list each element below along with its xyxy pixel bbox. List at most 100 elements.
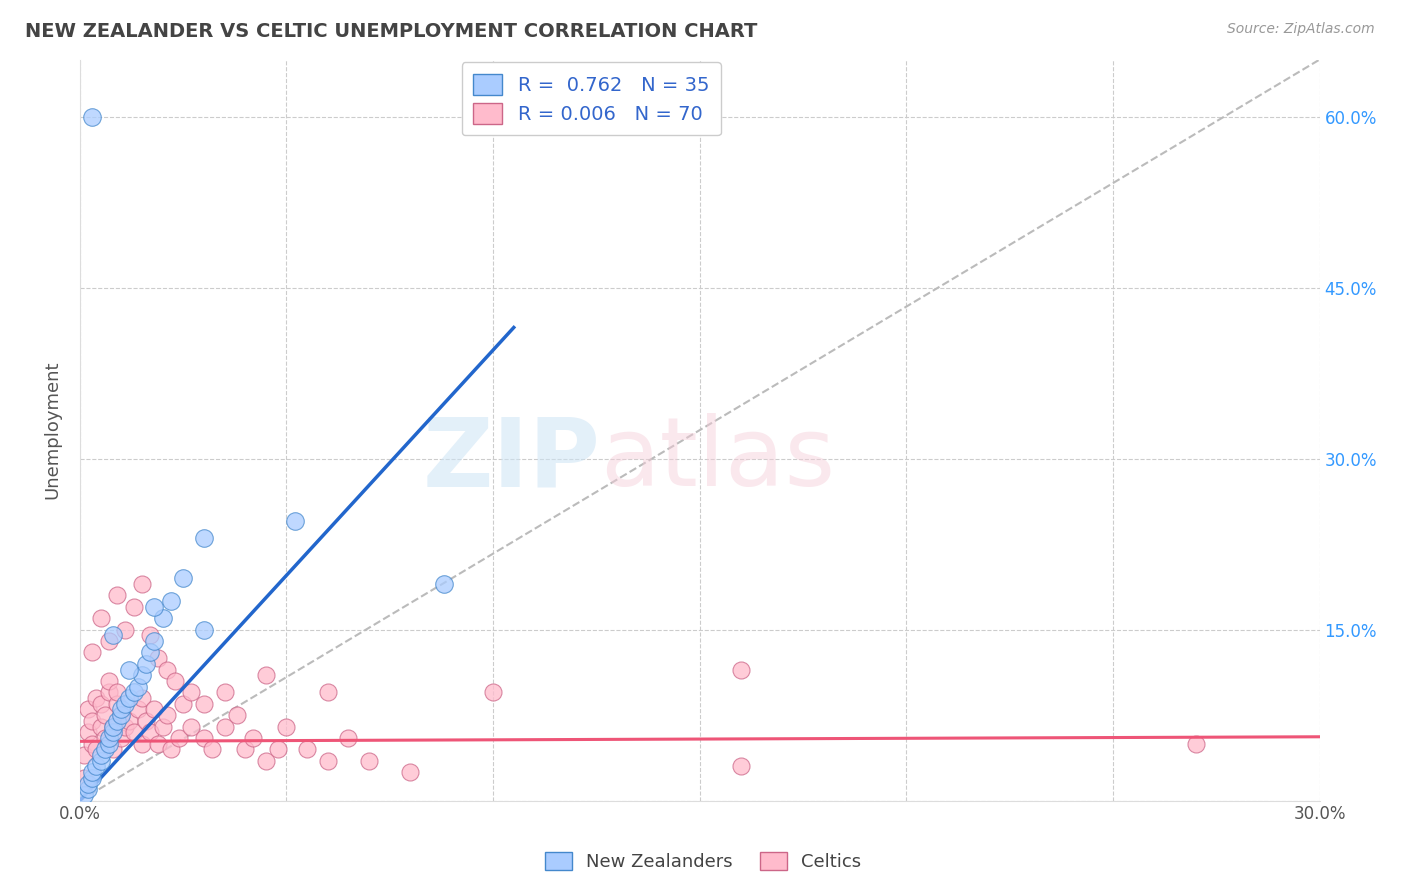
Point	[122, 599, 145, 614]
Point	[139, 628, 162, 642]
Point	[110, 708, 132, 723]
Point	[73, 771, 96, 785]
Point	[86, 691, 108, 706]
Point	[110, 731, 132, 745]
Point	[101, 742, 124, 756]
Point	[276, 719, 298, 733]
Point	[105, 685, 128, 699]
Point	[242, 731, 264, 745]
Point	[432, 577, 454, 591]
Point	[82, 771, 104, 785]
Point	[86, 759, 108, 773]
Point	[254, 668, 277, 682]
Point	[730, 759, 752, 773]
Point	[86, 742, 108, 756]
Point	[730, 663, 752, 677]
Point	[159, 742, 181, 756]
Point	[131, 577, 153, 591]
Point	[156, 708, 179, 723]
Point	[167, 731, 190, 745]
Text: NEW ZEALANDER VS CELTIC UNEMPLOYMENT CORRELATION CHART: NEW ZEALANDER VS CELTIC UNEMPLOYMENT COR…	[25, 22, 758, 41]
Point	[163, 673, 186, 688]
Point	[97, 685, 120, 699]
Point	[139, 725, 162, 739]
Text: atlas: atlas	[600, 413, 835, 507]
Point	[159, 594, 181, 608]
Point	[193, 623, 215, 637]
Point	[114, 623, 136, 637]
Point	[214, 719, 236, 733]
Point	[180, 685, 202, 699]
Point	[214, 685, 236, 699]
Point	[316, 685, 339, 699]
Point	[77, 776, 100, 790]
Point	[97, 737, 120, 751]
Point	[82, 765, 104, 780]
Point	[156, 663, 179, 677]
Point	[114, 697, 136, 711]
Point	[284, 514, 307, 528]
Point	[225, 708, 247, 723]
Point	[254, 754, 277, 768]
Point	[73, 788, 96, 802]
Point	[143, 702, 166, 716]
Point	[482, 685, 505, 699]
Point	[143, 634, 166, 648]
Point	[131, 668, 153, 682]
Point	[118, 714, 141, 728]
Text: Source: ZipAtlas.com: Source: ZipAtlas.com	[1227, 22, 1375, 37]
Text: ZIP: ZIP	[423, 413, 600, 507]
Point	[152, 719, 174, 733]
Point	[77, 702, 100, 716]
Point	[110, 702, 132, 716]
Point	[201, 742, 224, 756]
Point	[90, 719, 112, 733]
Point	[131, 737, 153, 751]
Point	[148, 651, 170, 665]
Point	[139, 645, 162, 659]
Point	[152, 611, 174, 625]
Point	[233, 742, 256, 756]
Point	[82, 110, 104, 124]
Point	[148, 737, 170, 751]
Point	[143, 599, 166, 614]
Point	[359, 754, 381, 768]
Point	[180, 719, 202, 733]
Point	[90, 611, 112, 625]
Legend: New Zealanders, Celtics: New Zealanders, Celtics	[537, 845, 869, 879]
Point	[172, 571, 194, 585]
Point	[93, 742, 115, 756]
Point	[93, 708, 115, 723]
Point	[114, 719, 136, 733]
Point	[82, 737, 104, 751]
Point	[337, 731, 360, 745]
Point	[193, 532, 215, 546]
Point	[193, 697, 215, 711]
Point	[82, 714, 104, 728]
Point	[267, 742, 290, 756]
Point	[77, 782, 100, 797]
Point	[101, 719, 124, 733]
Point	[316, 754, 339, 768]
Point	[90, 747, 112, 762]
Point	[82, 645, 104, 659]
Point	[93, 731, 115, 745]
Point	[77, 725, 100, 739]
Point	[105, 697, 128, 711]
Point	[295, 742, 318, 756]
Point	[105, 589, 128, 603]
Point	[122, 725, 145, 739]
Point	[90, 754, 112, 768]
Point	[97, 634, 120, 648]
Point	[73, 747, 96, 762]
Point	[90, 697, 112, 711]
Point	[118, 691, 141, 706]
Point	[135, 714, 157, 728]
Point	[97, 731, 120, 745]
Y-axis label: Unemployment: Unemployment	[44, 361, 60, 500]
Point	[110, 708, 132, 723]
Point	[135, 657, 157, 671]
Point	[97, 673, 120, 688]
Point	[193, 731, 215, 745]
Point	[118, 663, 141, 677]
